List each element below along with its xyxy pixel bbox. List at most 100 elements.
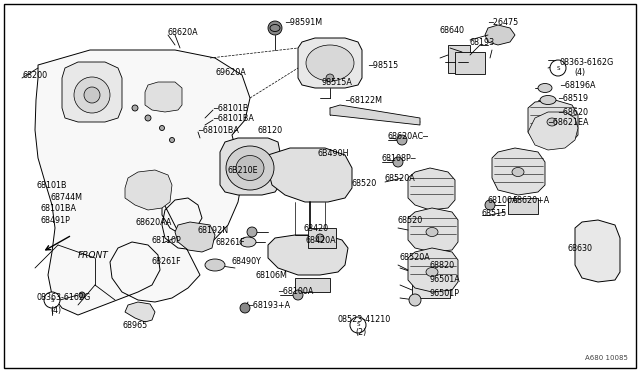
Circle shape <box>132 105 138 111</box>
Text: 68620AC─: 68620AC─ <box>388 131 429 141</box>
Text: 68110P: 68110P <box>152 235 182 244</box>
Text: ─68620: ─68620 <box>558 108 588 116</box>
Bar <box>455 52 485 74</box>
Ellipse shape <box>547 118 557 126</box>
Ellipse shape <box>540 96 556 105</box>
Text: S: S <box>51 298 54 302</box>
Polygon shape <box>268 148 352 202</box>
Polygon shape <box>575 220 620 282</box>
Text: 68491P: 68491P <box>40 215 70 224</box>
Bar <box>295 278 330 292</box>
Text: 08363-6162G: 08363-6162G <box>36 294 90 302</box>
Text: 68100A: 68100A <box>488 196 518 205</box>
Text: ─68122M: ─68122M <box>345 96 382 105</box>
Text: (4): (4) <box>50 305 61 314</box>
Ellipse shape <box>270 25 280 32</box>
Bar <box>412 282 450 298</box>
Text: 68520: 68520 <box>352 179 377 187</box>
Text: 68420A: 68420A <box>306 235 337 244</box>
Polygon shape <box>62 62 122 122</box>
Circle shape <box>145 115 151 121</box>
Circle shape <box>247 227 257 237</box>
Polygon shape <box>268 235 348 275</box>
Text: 68108P─: 68108P─ <box>382 154 417 163</box>
Text: ─68196A: ─68196A <box>560 80 595 90</box>
Circle shape <box>84 87 100 103</box>
Text: 68520A: 68520A <box>385 173 416 183</box>
Text: ─68100A: ─68100A <box>278 288 314 296</box>
Text: FRONT: FRONT <box>78 250 109 260</box>
Bar <box>508 198 538 214</box>
Text: 68101BA: 68101BA <box>40 203 76 212</box>
Polygon shape <box>145 82 182 112</box>
Text: 96501A: 96501A <box>430 275 461 283</box>
Circle shape <box>409 294 421 306</box>
Text: 68261F: 68261F <box>152 257 182 266</box>
Polygon shape <box>408 208 458 252</box>
Text: 68630: 68630 <box>568 244 593 253</box>
Text: 68101B: 68101B <box>36 180 67 189</box>
Circle shape <box>393 157 403 167</box>
Text: 68965: 68965 <box>122 321 147 330</box>
Text: 96501P: 96501P <box>430 289 460 298</box>
Text: ─68621EA: ─68621EA <box>548 118 589 126</box>
Circle shape <box>326 74 334 82</box>
Text: 68261F: 68261F <box>216 237 246 247</box>
Text: ─98591M: ─98591M <box>285 17 322 26</box>
Polygon shape <box>485 25 515 45</box>
Bar <box>308 228 336 248</box>
Circle shape <box>240 303 250 313</box>
Polygon shape <box>408 248 458 292</box>
Ellipse shape <box>240 237 256 247</box>
Ellipse shape <box>512 167 524 176</box>
Text: 68193: 68193 <box>470 38 495 46</box>
Polygon shape <box>492 148 545 195</box>
Circle shape <box>268 21 282 35</box>
Polygon shape <box>125 170 172 210</box>
Ellipse shape <box>426 267 438 276</box>
Polygon shape <box>408 168 455 210</box>
Circle shape <box>397 135 407 145</box>
Circle shape <box>350 317 366 333</box>
Text: ─68101BA: ─68101BA <box>213 113 254 122</box>
Text: ─98515: ─98515 <box>368 61 398 70</box>
Ellipse shape <box>226 146 274 190</box>
Text: 08363-6162G: 08363-6162G <box>560 58 614 67</box>
Text: 98515A: 98515A <box>322 77 353 87</box>
Polygon shape <box>35 50 250 315</box>
Text: 68640: 68640 <box>440 26 465 35</box>
Text: 68620AA: 68620AA <box>135 218 172 227</box>
Circle shape <box>74 77 110 113</box>
Ellipse shape <box>205 259 225 271</box>
Circle shape <box>550 60 566 76</box>
Text: ─68519: ─68519 <box>558 93 588 103</box>
Text: (4): (4) <box>574 67 585 77</box>
Circle shape <box>170 138 175 142</box>
Polygon shape <box>528 100 578 145</box>
Text: (2): (2) <box>355 327 366 337</box>
Ellipse shape <box>306 45 354 81</box>
Polygon shape <box>330 105 420 125</box>
Text: 68520: 68520 <box>398 215 423 224</box>
Circle shape <box>316 234 324 242</box>
Text: 68620+A: 68620+A <box>513 196 550 205</box>
Circle shape <box>293 290 303 300</box>
Text: 68192N: 68192N <box>198 225 229 234</box>
Polygon shape <box>125 302 155 322</box>
Circle shape <box>485 200 495 210</box>
Circle shape <box>79 292 85 298</box>
Text: 68420: 68420 <box>304 224 329 232</box>
Text: S: S <box>556 65 560 71</box>
Text: 68200: 68200 <box>22 71 47 80</box>
Text: 6B210E: 6B210E <box>228 166 259 174</box>
Text: ─68101B: ─68101B <box>213 103 248 112</box>
Text: 68744M: 68744M <box>50 192 82 202</box>
Ellipse shape <box>426 228 438 237</box>
Text: ─68193+A: ─68193+A <box>248 301 290 311</box>
Polygon shape <box>175 222 215 252</box>
Text: ─26475: ─26475 <box>488 17 518 26</box>
Bar <box>448 45 470 73</box>
Ellipse shape <box>236 155 264 180</box>
Text: 68490Y: 68490Y <box>232 257 262 266</box>
Ellipse shape <box>538 83 552 93</box>
